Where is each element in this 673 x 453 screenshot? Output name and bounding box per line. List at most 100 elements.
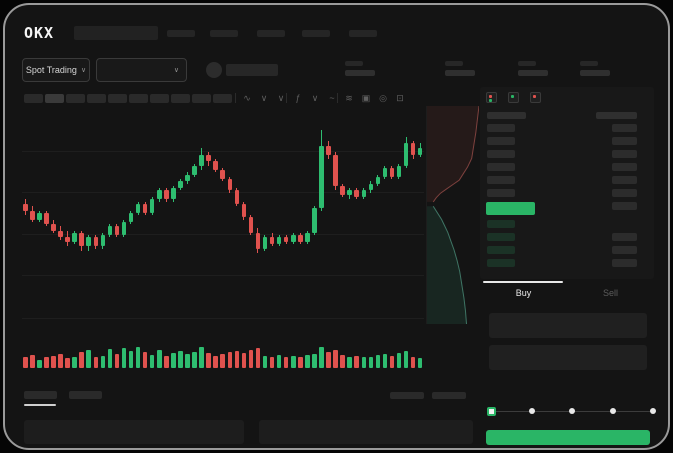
candle-body [192,165,197,175]
candle-body [347,190,352,195]
candle-body [37,212,42,220]
volume-bar [199,347,204,368]
settings-icon[interactable]: ◎ [379,92,387,103]
timeframe-button[interactable] [171,94,190,103]
ask-price-bar [487,137,515,145]
market-type-dropdown[interactable]: Spot Trading ∨ [22,58,90,82]
timeframe-button[interactable] [150,94,169,103]
bottom-action-placeholder[interactable] [432,392,466,399]
volume-bar [86,349,91,368]
amount-bar [612,259,637,267]
orderbook-rows [480,112,654,267]
slider-stop-dot[interactable] [609,408,616,414]
search-placeholder[interactable] [74,26,158,40]
price-field[interactable] [489,313,647,338]
candle-body [255,232,261,249]
compare-icon[interactable]: ≋ [345,92,353,103]
nav-item-placeholder[interactable] [257,30,285,37]
bottom-tab-placeholder[interactable] [69,391,102,399]
volume-bar [326,351,331,368]
chevron-down-icon[interactable]: ∨ [311,92,319,103]
candle-body [206,154,211,162]
book-all-icon[interactable] [486,92,497,103]
orderbook-row [480,112,654,119]
stat-label-placeholder [580,61,598,66]
book-bids-icon[interactable] [508,92,519,103]
candle-body [291,235,296,242]
chart-type-icon[interactable]: ∿ [243,92,251,103]
volume-bar [368,356,374,368]
bottom-action-placeholder[interactable] [390,392,424,399]
volume-bar [354,355,359,368]
volume-bar [149,354,155,368]
volume-bar [396,352,402,368]
slider-handle[interactable] [487,407,496,416]
volume-bar [319,347,324,368]
amount-field[interactable] [489,345,647,370]
bottom-tab-placeholder[interactable] [24,391,57,399]
gridline [22,192,424,193]
volume-bar [121,347,127,368]
mode-mark [533,95,536,98]
volume-bar [30,354,35,368]
candle-body [44,212,49,224]
nav-item-placeholder[interactable] [349,30,377,37]
stat-label-placeholder [445,61,463,66]
gridline [22,318,424,319]
timeframe-button[interactable] [24,94,43,103]
orderbook-row [480,150,654,158]
timeframe-button[interactable] [129,94,148,103]
timeframe-button[interactable] [213,94,232,103]
orderbook-row [480,163,654,171]
volume-bar [142,351,148,368]
orderbook-row [480,189,654,197]
chevron-down-icon[interactable]: ∨ [260,92,268,103]
nav-item-placeholder[interactable] [167,30,195,37]
chevron-down-icon[interactable]: ∨ [277,92,285,103]
stat-value-placeholder [580,70,610,76]
slider-stop-dot[interactable] [650,408,656,414]
candle-body [30,210,35,220]
volume-bar [298,356,303,368]
ask-price-bar [487,189,515,197]
candle-body [220,170,225,180]
candle-body [410,143,416,155]
okx-logo[interactable]: OKX [24,24,55,42]
volume-bar [291,355,296,368]
orderbook-row [480,220,654,228]
tab-sell[interactable]: Sell [602,288,618,298]
volume-bar [276,354,282,368]
timeframe-button[interactable] [108,94,127,103]
candle-body [171,188,176,200]
orderbook-row [480,246,654,254]
timeframe-button[interactable] [66,94,85,103]
timeframe-button[interactable] [87,94,106,103]
candle-body [396,165,402,177]
asset-icon[interactable] [206,62,222,78]
orderbook-row [480,176,654,184]
timeframe-button[interactable] [192,94,211,103]
candle-body [135,203,141,213]
volume-bar [248,349,254,368]
nav-item-placeholder[interactable] [210,30,238,37]
volume-bar [305,354,310,368]
fullscreen-icon[interactable]: ⊡ [396,92,404,103]
book-asks-icon[interactable] [530,92,541,103]
volume-bar [164,355,169,368]
market-type-label: Spot Trading [25,65,77,75]
tab-buy[interactable]: Buy [515,288,532,298]
timeframe-button[interactable] [45,94,64,103]
volume-bar [255,347,261,368]
line-tool-icon[interactable]: ~ [329,93,335,103]
buy-submit-button[interactable] [486,430,650,445]
ask-price-bar [487,124,515,132]
slider-stop-dot[interactable] [569,408,575,414]
volume-bar [375,354,381,368]
pair-select[interactable]: ∨ [96,58,187,82]
nav-item-placeholder[interactable] [302,30,330,37]
indicators-icon[interactable]: ƒ [295,93,301,103]
orderbook-row [480,137,654,145]
slider-stop-dot[interactable] [528,408,535,414]
snapshot-icon[interactable]: ▣ [361,92,371,103]
candle-body [382,168,388,177]
